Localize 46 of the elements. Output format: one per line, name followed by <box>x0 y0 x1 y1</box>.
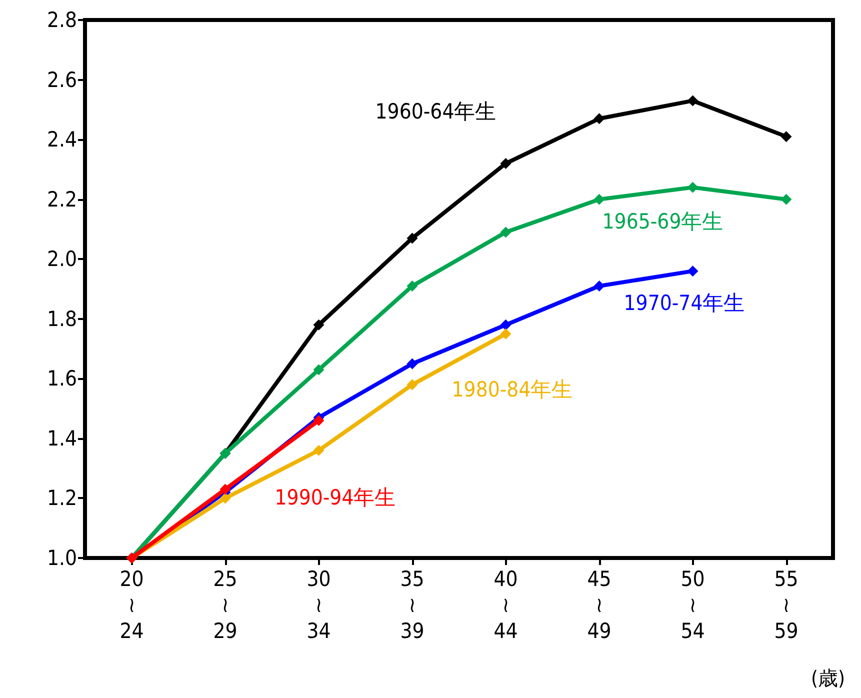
point <box>313 364 324 376</box>
x-tick-label: 30 ≀ 34 <box>306 567 331 643</box>
x-tick-label: 20 ≀ 24 <box>120 567 144 643</box>
point <box>687 182 698 193</box>
y-tick-label: 1.4 <box>46 426 77 450</box>
point <box>406 280 418 292</box>
point <box>687 95 698 106</box>
series-label: 1965-69年生 <box>602 209 724 234</box>
point <box>594 194 605 205</box>
text: (歳) <box>810 666 846 690</box>
y-tick-label: 1.6 <box>46 366 77 391</box>
y-tick-label: 2.8 <box>46 8 77 32</box>
y-tick-label: 2.4 <box>46 128 77 152</box>
y-tick-label: 2.0 <box>46 247 77 272</box>
series-label: 1970-74年生 <box>624 291 745 316</box>
point <box>313 319 324 330</box>
x-tick-label: 45 ≀ 49 <box>587 567 612 643</box>
point <box>500 158 512 169</box>
point <box>406 358 418 370</box>
point <box>594 280 605 292</box>
x-tick-label: 25 ≀ 29 <box>213 567 238 643</box>
series-label: 1960-64年生 <box>375 99 496 124</box>
point <box>780 194 792 205</box>
point <box>500 328 512 340</box>
x-tick-label: 50 ≀ 54 <box>680 567 705 643</box>
point <box>780 131 792 142</box>
point <box>406 379 418 390</box>
x-tick-label: 55 ≀ 59 <box>774 567 798 643</box>
point <box>500 319 512 330</box>
y-tick-label: 1.8 <box>46 306 77 331</box>
point <box>687 266 698 277</box>
y-tick-label: 1.2 <box>46 486 77 510</box>
point <box>220 484 231 495</box>
y-tick-label: 2.6 <box>46 68 77 92</box>
series-label: 1980-84年生 <box>452 378 573 402</box>
point <box>313 415 324 426</box>
x-tick-label: 35 ≀ 39 <box>400 567 424 643</box>
point <box>500 226 512 238</box>
x-tick-label: 40 ≀ 44 <box>494 567 518 643</box>
series-label: 1990-94年生 <box>274 485 396 510</box>
point <box>313 444 324 456</box>
point <box>594 113 605 124</box>
point <box>220 492 231 504</box>
y-tick-label: 2.2 <box>46 187 77 212</box>
point <box>406 232 418 244</box>
y-tick-label: 1.0 <box>46 546 77 570</box>
